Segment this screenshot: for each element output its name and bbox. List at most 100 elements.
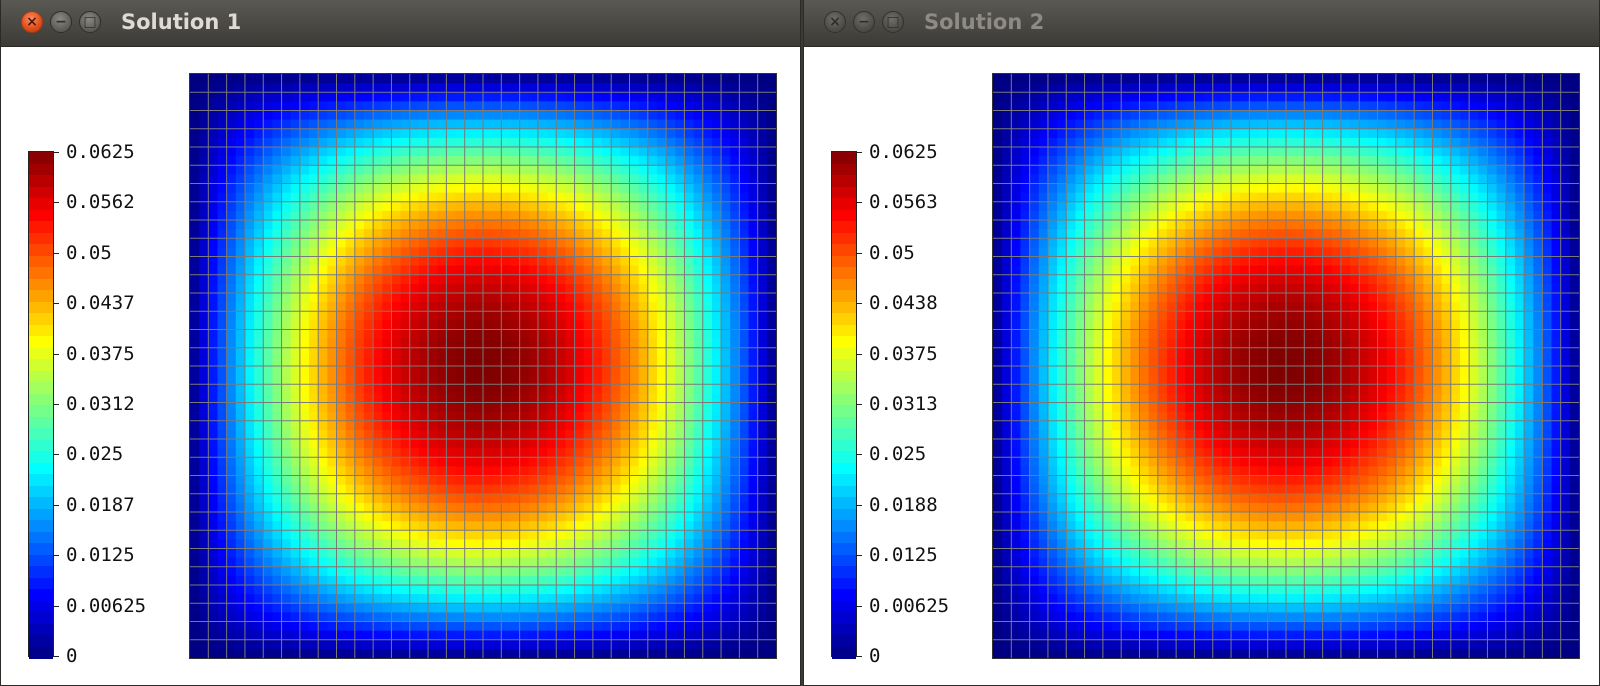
heatmap-cell xyxy=(574,92,585,102)
heatmap-cell xyxy=(993,110,1003,121)
heatmap-cell xyxy=(1459,147,1470,157)
heatmap-cell xyxy=(244,466,255,477)
heatmap-cell xyxy=(409,585,420,595)
heatmap-cell xyxy=(418,484,429,495)
heatmap-cell xyxy=(1432,128,1443,139)
heatmap-cell xyxy=(217,293,228,303)
heatmap-cell xyxy=(455,110,466,121)
maximize-icon[interactable]: □ xyxy=(79,11,101,33)
solution-2-window[interactable]: × − □ Solution 2 0.0625 0.0563 0.05 0.04… xyxy=(803,0,1600,686)
heatmap-cell xyxy=(730,457,740,467)
heatmap-cell xyxy=(464,247,475,258)
heatmap-cell xyxy=(1405,147,1415,157)
maximize-icon[interactable]: □ xyxy=(882,11,904,33)
heatmap-cell xyxy=(528,375,539,385)
heatmap-cell xyxy=(272,101,283,112)
close-icon[interactable]: × xyxy=(21,11,43,33)
heatmap-cell xyxy=(730,201,740,212)
heatmap-cell xyxy=(1194,156,1205,166)
heatmap-cell xyxy=(684,265,695,276)
heatmap-cell xyxy=(583,639,594,650)
heatmap-cell xyxy=(428,539,438,550)
heatmap-cell xyxy=(537,338,548,349)
heatmap-cell xyxy=(711,566,722,577)
heatmap-cell xyxy=(382,338,393,349)
heatmap-cell xyxy=(382,585,393,595)
heatmap-cell xyxy=(666,585,676,595)
heatmap-cell xyxy=(766,183,776,194)
heatmap-cell xyxy=(446,238,457,248)
heatmap-cell xyxy=(400,375,411,385)
heatmap-cell xyxy=(373,147,383,157)
heatmap-cell xyxy=(190,475,200,486)
heatmap-cell xyxy=(1469,101,1479,112)
heatmap-cell xyxy=(693,165,704,175)
heatmap-cell xyxy=(748,612,759,623)
heatmap-cell xyxy=(1011,101,1022,112)
heatmap-cell xyxy=(428,420,438,431)
colorbar-label: 0.0313 xyxy=(869,393,938,415)
heatmap-cell xyxy=(318,521,328,531)
heatmap-cell xyxy=(428,192,438,203)
heatmap-cell xyxy=(537,156,548,166)
heatmap-cell xyxy=(190,329,200,340)
heatmap-cell xyxy=(537,575,548,586)
heatmap-cell xyxy=(492,530,502,540)
heatmap-cell xyxy=(638,530,649,540)
heatmap-cell xyxy=(281,566,292,577)
heatmap-cell xyxy=(235,648,246,658)
heatmap-cell xyxy=(675,137,686,148)
heatmap-cell xyxy=(1505,119,1516,130)
heatmap-cell xyxy=(611,137,621,148)
titlebar[interactable]: × − □ Solution 1 xyxy=(1,0,800,47)
heatmap-cell xyxy=(1029,83,1040,93)
heatmap-cell xyxy=(373,247,383,258)
heatmap-cell xyxy=(666,174,676,185)
heatmap-cell xyxy=(409,648,420,658)
heatmap-cell xyxy=(199,420,209,431)
heatmap-cell xyxy=(602,128,612,139)
heatmap-cell xyxy=(208,539,219,550)
heatmap-cell xyxy=(373,265,383,276)
heatmap-cell xyxy=(391,320,402,331)
heatmap-cell xyxy=(235,293,246,303)
minimize-icon[interactable]: − xyxy=(50,11,72,33)
heatmap-cell xyxy=(418,101,429,112)
minimize-icon[interactable]: − xyxy=(853,11,875,33)
heatmap-cell xyxy=(327,448,338,458)
heatmap-cell xyxy=(611,521,621,531)
colorbar-band xyxy=(29,566,53,579)
heatmap-cell xyxy=(272,575,283,586)
heatmap-cell xyxy=(1340,74,1351,84)
heatmap-cell xyxy=(629,229,640,239)
heatmap-cell xyxy=(199,393,209,404)
heatmap-cell xyxy=(391,83,402,93)
heatmap-cell xyxy=(382,457,393,467)
heatmap-cell xyxy=(721,165,731,175)
heatmap-cell xyxy=(1423,101,1434,112)
heatmap-cell xyxy=(190,83,200,93)
heatmap-cell xyxy=(446,475,457,486)
heatmap-cell xyxy=(666,247,676,258)
heatmap-cell xyxy=(1533,92,1543,102)
heatmap-cell xyxy=(757,220,768,230)
heatmap-cell xyxy=(437,302,447,312)
heatmap-cell xyxy=(1240,147,1250,157)
heatmap-cell xyxy=(217,329,228,340)
heatmap-cell xyxy=(190,174,200,185)
heatmap-cell xyxy=(574,411,585,422)
heatmap-cell xyxy=(684,137,695,148)
heatmap-cell xyxy=(318,101,328,112)
heatmap-cell xyxy=(510,238,521,248)
heatmap-cell xyxy=(263,557,274,568)
titlebar[interactable]: × − □ Solution 2 xyxy=(804,0,1599,47)
heatmap-cell xyxy=(455,201,466,212)
close-icon[interactable]: × xyxy=(824,11,846,33)
heatmap-cell xyxy=(400,466,411,477)
heatmap-cell xyxy=(354,293,365,303)
heatmap-cell xyxy=(501,603,512,613)
heatmap-cell xyxy=(702,247,713,258)
solution-1-window[interactable]: × − □ Solution 1 0.0625 0.0562 0.05 0.04… xyxy=(0,0,801,686)
heatmap-cell xyxy=(1020,156,1031,166)
heatmap-cell xyxy=(1166,147,1177,157)
